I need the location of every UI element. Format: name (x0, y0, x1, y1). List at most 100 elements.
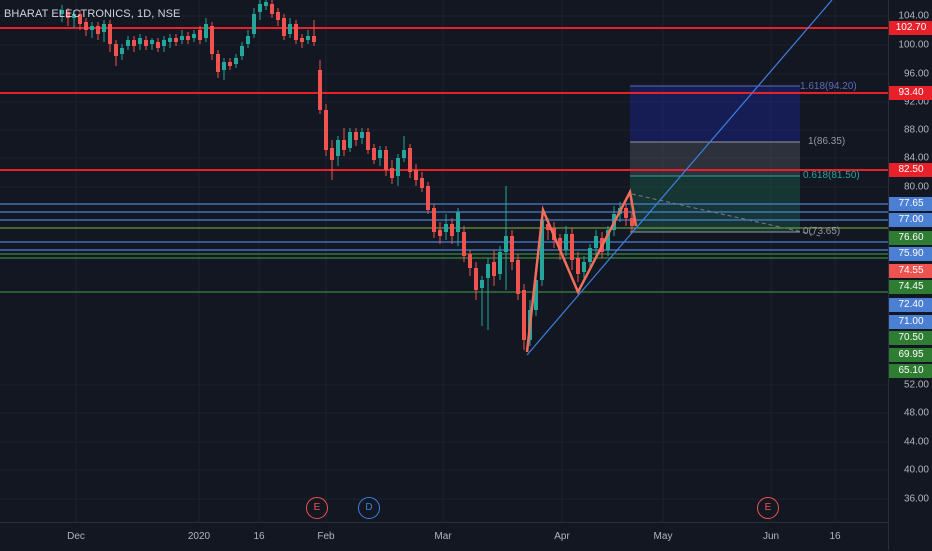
candle-body (84, 22, 88, 30)
price-tick: 44.00 (903, 436, 929, 448)
candle-body (126, 40, 130, 46)
price-badge: 72.40 (889, 298, 932, 312)
fib-level-1: 1(86.35) (808, 136, 846, 147)
price-tick: 80.00 (903, 181, 929, 193)
candle-body (312, 36, 316, 42)
fib-zone-extension (630, 86, 800, 142)
candle-body (390, 168, 394, 178)
candle-body (246, 36, 250, 44)
price-badge: 74.55 (889, 264, 932, 278)
zigzag-pattern (525, 188, 638, 353)
candle-body (162, 40, 166, 46)
fib-level-0618: 0.618(81.50) (803, 170, 860, 181)
candle-body (510, 236, 514, 262)
candle-body (270, 4, 274, 14)
candle-body (156, 42, 160, 48)
candle-body (474, 268, 478, 290)
price-badge: 102.70 (889, 21, 932, 35)
candle-body (354, 132, 358, 140)
price-axis[interactable]: 104.00 100.00 96.00 92.00 88.00 84.00 80… (888, 0, 932, 550)
candle-body (294, 24, 298, 40)
time-label: May (653, 531, 673, 542)
candle-body (360, 132, 364, 138)
candle-body (336, 140, 340, 156)
price-tick: 96.00 (903, 68, 929, 80)
symbol-legend[interactable]: BHARAT ELECTRONICS, 1D, NSE (4, 8, 181, 20)
candle-body (594, 236, 598, 248)
candle-body (606, 230, 610, 250)
candle-body (132, 40, 136, 46)
price-tick: 84.00 (903, 152, 929, 164)
candle-body (198, 30, 202, 40)
candle-body (558, 238, 562, 250)
time-label: 2020 (187, 531, 211, 542)
dividend-event-icon[interactable]: D (358, 497, 380, 519)
price-tick: 88.00 (903, 124, 929, 136)
candle-body (102, 24, 106, 32)
price-badge: 76.60 (889, 231, 932, 245)
candle-body (90, 26, 94, 30)
chart-canvas[interactable]: BHARAT ELECTRONICS, 1D, NSE 1.618(94.20)… (0, 0, 888, 522)
candle-body (72, 14, 76, 18)
candle-body (234, 58, 238, 64)
candle-body (288, 24, 292, 34)
candle-body (324, 110, 328, 150)
candle-body (372, 148, 376, 160)
candle-body (300, 38, 304, 42)
candle-body (222, 62, 226, 70)
fib-level-1618: 1.618(94.20) (800, 81, 857, 92)
price-tick: 100.00 (898, 39, 929, 51)
candle-body (576, 258, 580, 274)
candle-body (342, 140, 346, 150)
price-badge: 75.90 (889, 247, 932, 261)
candle-body (630, 218, 634, 226)
candle-body (420, 178, 424, 188)
candle-body (210, 26, 214, 54)
price-badge: 74.45 (889, 280, 932, 294)
time-label: Jun (762, 531, 780, 542)
candle-body (318, 70, 322, 110)
candle-body (180, 36, 184, 40)
time-label: 16 (829, 531, 841, 542)
time-label: Mar (434, 531, 452, 542)
price-tick: 104.00 (898, 10, 929, 22)
candle-body (444, 224, 448, 232)
candle-body (396, 158, 400, 176)
time-label: Apr (554, 531, 570, 542)
candle-body (366, 132, 370, 150)
ascending-trendline (526, 0, 833, 356)
candle-body (438, 230, 442, 236)
candle-body (414, 170, 418, 180)
candle-body (276, 12, 280, 20)
candle-body (408, 148, 412, 172)
candle-body (468, 254, 472, 268)
candle-body (456, 212, 460, 232)
candle-body (120, 48, 124, 54)
time-axis[interactable]: Dec 2020 16 Feb Mar Apr May Jun 16 (0, 522, 888, 551)
candle-body (570, 234, 574, 260)
candle-body (540, 220, 544, 280)
earnings-event-icon[interactable]: E (306, 497, 328, 519)
price-tick: 92.00 (903, 96, 929, 108)
candle-body (534, 280, 538, 310)
candle-body (282, 18, 286, 36)
time-label: 16 (253, 531, 265, 542)
candle-body (348, 132, 352, 148)
time-label: Feb (317, 531, 335, 542)
candle-body (150, 40, 154, 44)
candle-body (306, 36, 310, 40)
candle-body (450, 224, 454, 236)
candle-body (66, 12, 70, 18)
candle-body (498, 252, 502, 274)
candle-body (108, 24, 112, 44)
price-chart[interactable] (0, 0, 888, 522)
candle-body (462, 232, 466, 256)
candle-body (486, 264, 490, 278)
candle-body (378, 150, 382, 158)
price-tick: 48.00 (903, 407, 929, 419)
earnings-event-icon[interactable]: E (757, 497, 779, 519)
candle-body (588, 248, 592, 262)
candle-body (192, 34, 196, 38)
price-tick: 52.00 (903, 379, 929, 391)
candle-body (426, 186, 430, 210)
